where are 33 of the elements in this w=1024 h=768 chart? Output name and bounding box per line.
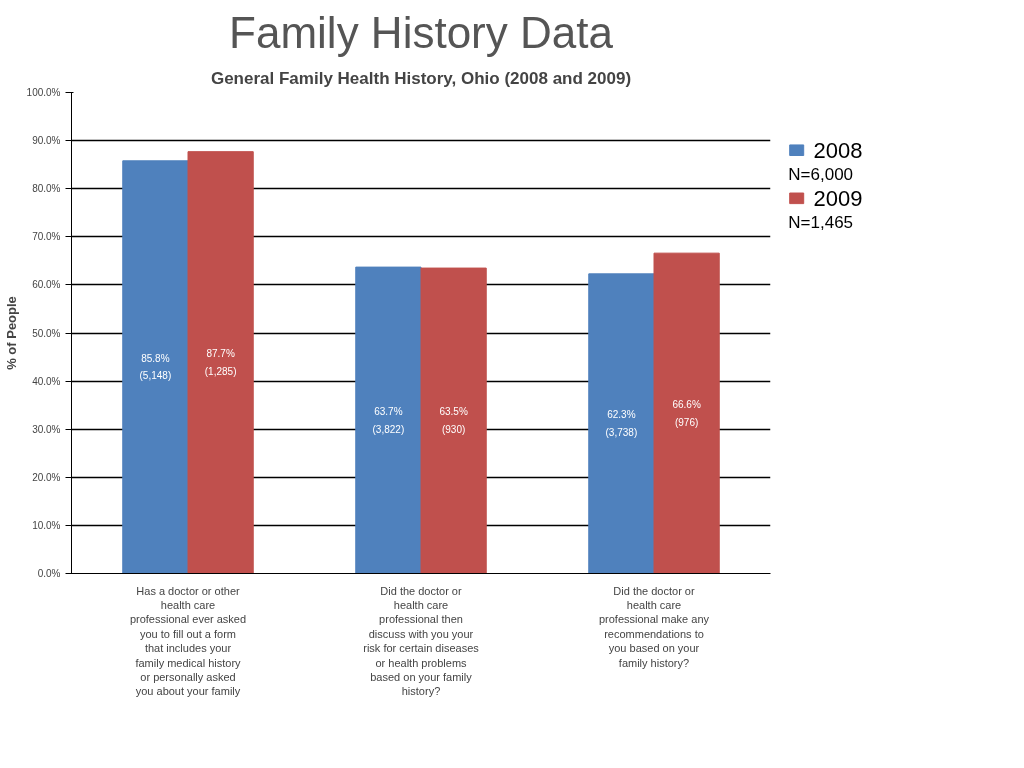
- bar: [588, 273, 655, 574]
- data-label: 66.6% (976): [672, 399, 701, 428]
- y-tick-label: 90.0%: [32, 135, 61, 147]
- y-tick-label: 40.0%: [32, 375, 61, 387]
- y-tick-label: 10.0%: [32, 519, 61, 531]
- y-axis-title: % of People: [3, 296, 19, 370]
- data-label: 85.8% (5,148): [139, 352, 172, 382]
- bar: [187, 151, 254, 574]
- y-tick-label: 70.0%: [32, 231, 61, 243]
- y-tick-label: 60.0%: [32, 279, 61, 291]
- data-label: 63.5% (930): [439, 406, 468, 436]
- y-tick-label: 50.0%: [32, 327, 61, 339]
- text: N=6,000: [788, 164, 854, 184]
- x-tick-label: Has a doctor or other health care professional ever asked you to fill out a form that includes your family medical history or personally asked you about your family: [129, 584, 247, 698]
- data-label: 87.7% (1,285): [204, 348, 237, 377]
- chart-title: Family History Data: [229, 7, 614, 57]
- legend-label: 2008: [813, 137, 863, 163]
- chart-subtitle: General Family Health History, Ohio (2008 and 2009): [210, 68, 632, 88]
- y-tick-label: 20.0%: [32, 471, 61, 483]
- bar: [653, 252, 720, 574]
- bar: [355, 266, 422, 574]
- data-label: 63.7% (3,822): [372, 406, 405, 435]
- bar: [122, 160, 189, 574]
- text: N=1,465: [788, 212, 854, 232]
- x-tick-label: Did the doctor or health care professional make any recommendations to you based on your family history?: [598, 584, 710, 669]
- x-tick-label: Did the doctor or health care professional then discuss with you your risk for certain diseases or health problems based on your family history?: [363, 584, 480, 698]
- legend-label: 2009: [813, 185, 863, 211]
- y-tick-label: 100.0%: [26, 87, 61, 98]
- y-tick-label: 80.0%: [32, 183, 61, 195]
- bar: [420, 267, 487, 574]
- y-tick-label: 0.0%: [37, 568, 61, 579]
- y-tick-label: 30.0%: [32, 423, 61, 435]
- data-label: 62.3% (3,738): [605, 409, 638, 438]
